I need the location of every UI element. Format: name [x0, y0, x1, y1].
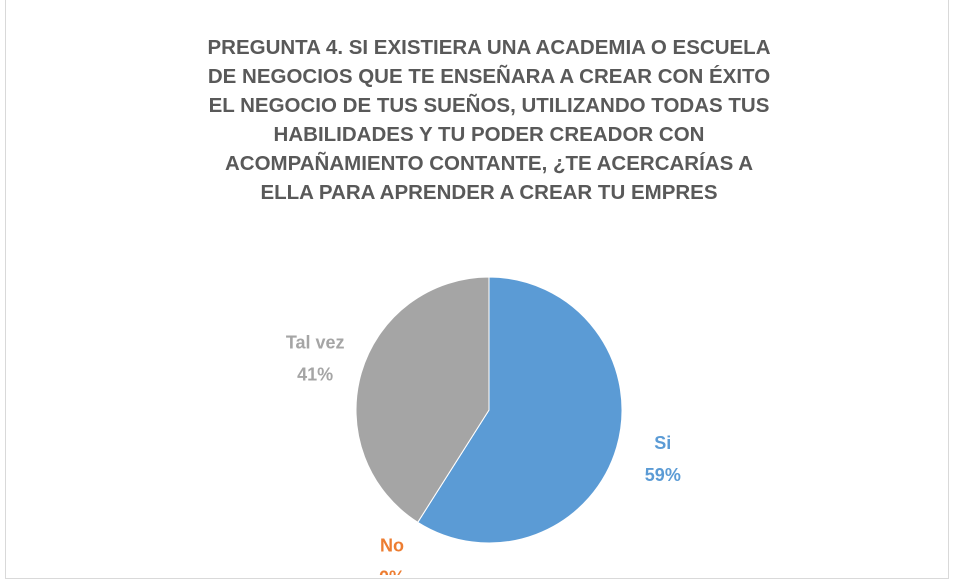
- data-label-value: 0%: [379, 568, 405, 575]
- data-label-name: Si: [654, 433, 671, 453]
- chart-title: PREGUNTA 4. SI EXISTIERA UNA ACADEMIA O …: [207, 36, 771, 204]
- data-label-value: 59%: [645, 465, 681, 485]
- data-label-name: No: [380, 536, 404, 556]
- pie-slice: [417, 276, 623, 544]
- pie-slice: [355, 276, 490, 523]
- data-label-value: 41%: [297, 364, 333, 384]
- data-label-name: Tal vez: [286, 332, 345, 352]
